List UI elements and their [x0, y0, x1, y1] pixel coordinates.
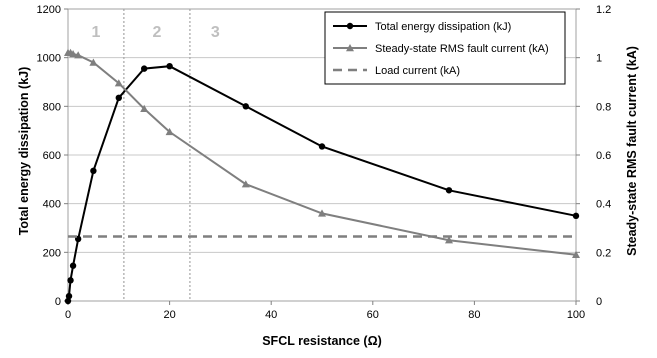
data-point	[572, 250, 580, 258]
y-right-tick-label: 0.8	[596, 101, 611, 113]
data-point	[141, 65, 148, 72]
data-point	[572, 212, 580, 220]
data-point	[346, 44, 354, 52]
data-point	[165, 127, 174, 136]
legend-label: Load current (kA)	[375, 65, 460, 77]
y-left-tick-label: 1000	[37, 53, 61, 65]
series-1	[64, 62, 580, 305]
y-right-tick-label: 1.2	[596, 4, 611, 16]
x-axis-title: SFCL resistance (Ω)	[262, 334, 382, 348]
series-line	[67, 65, 577, 302]
data-point	[445, 187, 453, 194]
y-left-tick-label: 400	[43, 199, 61, 211]
y-right-tick-label: 0	[596, 296, 602, 308]
legend-label: Total energy dissipation (kJ)	[375, 21, 511, 33]
data-point	[67, 277, 74, 284]
data-point	[89, 58, 98, 66]
region-label: 2	[152, 24, 161, 41]
data-point	[64, 297, 72, 305]
data-point	[90, 167, 97, 175]
region-dividers: 1 2 3	[91, 9, 220, 301]
axes: 0 200 400 600 800 1000 1200 0 0.2 0.4 0.6 0.8 1 1.2 0 2…	[37, 4, 612, 321]
data-point	[318, 143, 326, 150]
data-point	[74, 51, 83, 59]
data-point	[65, 292, 73, 300]
y-right-tick-label: 1	[596, 53, 602, 65]
x-tick-label: 40	[265, 309, 277, 321]
y-right-tick-label: 0.4	[596, 199, 611, 211]
y-left-tick-label: 1200	[37, 4, 61, 16]
data-point	[114, 79, 123, 87]
data-point	[241, 180, 250, 188]
data-point	[69, 50, 78, 58]
data-point	[318, 209, 326, 217]
x-tick-label: 80	[468, 309, 480, 321]
legend-label: Steady-state RMS fault current (kA)	[375, 43, 549, 55]
y-left-tick-label: 200	[43, 247, 61, 259]
legend: Total energy dissipation (kJ) Steady-stat…	[324, 11, 566, 85]
data-point	[166, 62, 173, 70]
y-axis-right-title: Steady-state RMS fault current (kA)	[625, 46, 639, 256]
x-tick-label: 100	[567, 309, 585, 321]
y-left-tick-label: 600	[43, 150, 61, 162]
y-right-tick-label: 0.6	[596, 150, 611, 162]
x-tick-label: 0	[65, 309, 71, 321]
x-tick-label: 60	[367, 309, 379, 321]
data-point	[445, 236, 453, 244]
data-point	[115, 94, 123, 102]
data-point	[140, 104, 149, 112]
x-tick-label: 20	[163, 309, 175, 321]
data-point	[346, 22, 354, 30]
data-point	[69, 262, 77, 269]
y-left-tick-label: 0	[55, 296, 61, 308]
y-right-tick-label: 0.2	[596, 247, 611, 259]
data-series	[64, 48, 580, 305]
data-point	[242, 103, 249, 110]
y-axis-left-title: Total energy dissipation (kJ)	[17, 67, 31, 236]
region-label: 3	[211, 24, 220, 41]
y-left-tick-label: 800	[43, 101, 61, 113]
region-label: 1	[91, 24, 100, 41]
series-2	[64, 48, 580, 258]
